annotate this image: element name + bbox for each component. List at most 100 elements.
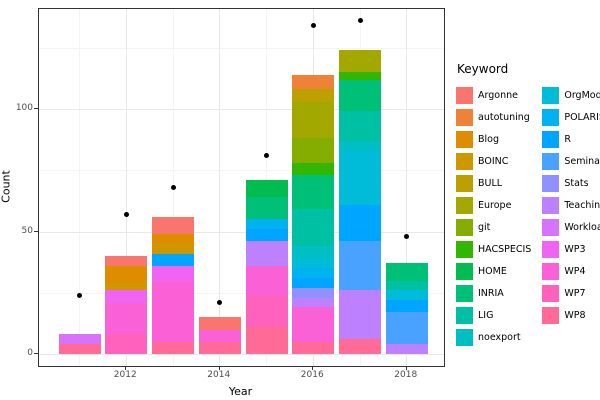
legend-item: WP4 — [542, 260, 600, 282]
bar-segment-wp3 — [105, 290, 148, 303]
bar-segment-inria — [292, 175, 335, 210]
legend-swatch-wp8 — [542, 306, 560, 324]
bar-segment-wp4 — [245, 265, 288, 296]
bar-segment-blog — [152, 233, 194, 244]
gridline-minor-horizontal — [39, 170, 444, 172]
bar-segment-hacspecis — [339, 72, 381, 80]
data-point — [170, 184, 176, 190]
legend-item: Stats — [542, 172, 600, 194]
legend-item-label: R — [564, 133, 571, 145]
bar-segment-home — [245, 180, 288, 198]
x-tick-mark — [218, 366, 220, 370]
bar-segment-polaris — [245, 219, 288, 230]
gridline-major-vertical — [125, 9, 127, 366]
bar-segment-git — [292, 138, 335, 163]
legend-swatch-git — [456, 218, 473, 236]
gridline-major-horizontal — [39, 231, 444, 233]
x-axis-title: Year — [228, 385, 253, 398]
bar-segment-boinc — [152, 243, 194, 254]
data-point — [123, 211, 129, 217]
legend-swatch-r — [542, 130, 560, 148]
legend-item: HACSPECIS — [456, 238, 531, 260]
legend-item: Workload — [542, 216, 600, 238]
legend-swatch-orgmode — [542, 86, 560, 104]
legend-item-label: LIG — [478, 309, 494, 321]
bar-segment-wp8 — [152, 341, 194, 354]
gridline-major-horizontal — [39, 354, 444, 355]
bar-segment-argonne — [198, 317, 241, 330]
legend-item: R — [542, 128, 600, 150]
bar-segment-inria — [385, 263, 428, 281]
legend-item-label: Blog — [478, 133, 499, 145]
bar-segment-r — [385, 300, 428, 313]
bar-segment-hacspecis — [292, 162, 335, 176]
legend-item-label: WP3 — [564, 243, 586, 255]
bar-segment-boinc — [105, 282, 148, 291]
legend-item-label: Argonne — [478, 89, 518, 101]
legend-item: BULL — [456, 172, 531, 194]
legend-swatch-inria — [456, 284, 473, 302]
bar-segment-wp4 — [105, 302, 148, 335]
bar-segment-wp8 — [292, 341, 335, 354]
bar-segment-teaching — [385, 344, 428, 354]
bar-segment-teaching — [292, 297, 335, 308]
bar-segment-r — [292, 278, 335, 288]
data-point — [404, 233, 410, 239]
legend-item-label: POLARIS — [564, 111, 600, 123]
bar-segment-lig — [385, 280, 428, 291]
bar-segment-inria — [339, 79, 381, 112]
bar-segment-workload — [58, 334, 101, 345]
legend-swatch-argonne — [456, 86, 473, 104]
bar-segment-orgmode — [339, 150, 381, 205]
legend-swatch-polaris — [542, 108, 560, 126]
legend-title: Keyword — [457, 62, 509, 76]
legend-swatch-hacspecis — [456, 240, 473, 258]
bar-segment-orgmode — [385, 290, 428, 301]
bar-segment-argonne — [105, 256, 148, 266]
legend-item-label: HACSPECIS — [478, 243, 532, 255]
bar-segment-wp4 — [152, 280, 194, 342]
legend-item: WP7 — [542, 282, 600, 304]
legend-item-label: Seminar — [564, 155, 600, 167]
bar-segment-seminar — [339, 241, 381, 291]
legend-swatch-autotuning — [456, 108, 473, 126]
legend-item: HOME — [456, 260, 531, 282]
bar-segment-wp8 — [58, 344, 101, 354]
bar-segment-lig — [339, 111, 381, 141]
legend-item: Argonne — [456, 84, 531, 106]
legend-item-label: WP7 — [564, 287, 586, 299]
gridline-major-horizontal — [39, 109, 444, 110]
legend-swatch-seminar — [542, 152, 560, 170]
bar-segment-bull — [292, 89, 335, 102]
legend-item-label: WP4 — [564, 265, 586, 277]
legend-swatch-workload — [542, 218, 560, 236]
x-tick-mark — [405, 366, 407, 370]
data-point — [357, 18, 363, 24]
legend-item-label: HOME — [478, 265, 507, 277]
legend-item-label: BULL — [478, 177, 503, 189]
x-tick-label: 2016 — [300, 370, 324, 380]
legend-item: Europe — [456, 194, 531, 216]
y-tick-mark — [34, 108, 38, 109]
bar-segment-noexport — [292, 246, 335, 259]
legend-item-label: Workload — [564, 221, 600, 233]
bar-segment-teaching — [245, 241, 288, 266]
y-tick-label: 0 — [27, 348, 33, 358]
legend-item-label: Teaching — [564, 199, 600, 211]
gridline-major-vertical — [406, 9, 408, 366]
legend-swatch-wp3 — [542, 240, 560, 258]
y-tick-label: 100 — [15, 103, 33, 113]
bar-segment-teaching — [339, 290, 381, 340]
bar-segment-polaris — [292, 268, 335, 279]
legend-swatch-europe — [456, 196, 473, 214]
bar-segment-orgmode — [292, 258, 335, 269]
legend-item: autotuning — [456, 106, 531, 128]
x-tick-label: 2012 — [113, 370, 137, 380]
legend: Keyword Argonne autotuning Blog BOINC BULL Eu… — [456, 62, 600, 348]
bar-segment-wp4 — [198, 329, 241, 342]
bar-segment-argonne — [152, 216, 194, 234]
x-tick-label: 2014 — [207, 370, 231, 380]
legend-items: Argonne autotuning Blog BOINC BULL Europe git H… — [456, 84, 600, 348]
legend-item-label: git — [478, 221, 491, 233]
